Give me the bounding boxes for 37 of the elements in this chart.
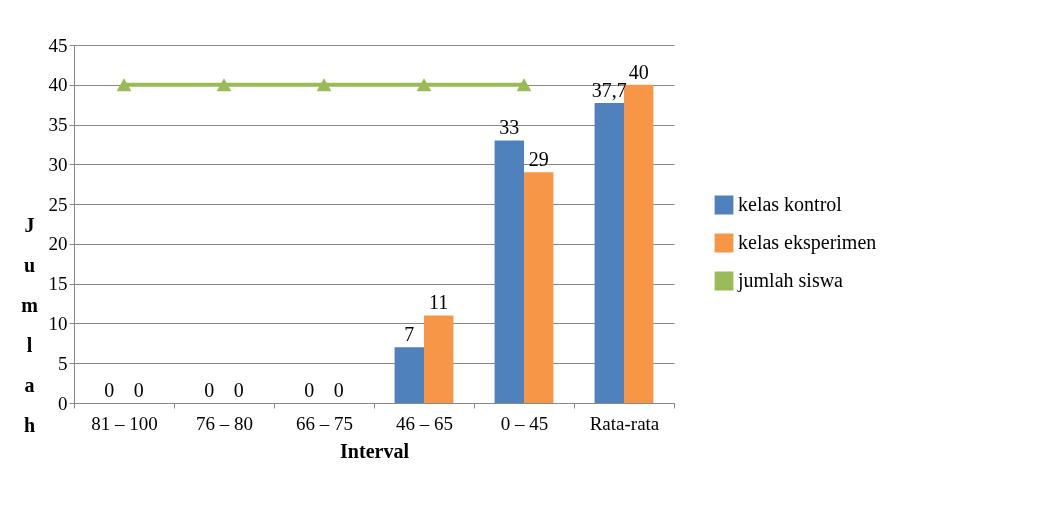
y-tick-label: 30 bbox=[48, 153, 68, 175]
x-tick-label: 81 – 100 bbox=[91, 412, 158, 434]
y-tick-label: 15 bbox=[48, 273, 68, 295]
data-label: 33 bbox=[499, 116, 520, 139]
bar bbox=[394, 347, 424, 403]
y-tick-label: 5 bbox=[58, 352, 68, 374]
y-tick-label: 20 bbox=[48, 233, 68, 255]
legend-label: kelas eksperimen bbox=[738, 231, 877, 254]
data-label: 0 bbox=[333, 379, 344, 401]
data-label: 11 bbox=[429, 291, 449, 314]
y-tick-label: 35 bbox=[48, 114, 68, 136]
y-tick-label: 0 bbox=[58, 392, 68, 414]
legend-label: jumlah siswa bbox=[737, 269, 844, 292]
x-tick-label: 0 – 45 bbox=[500, 412, 549, 434]
y-tick-label: 10 bbox=[48, 312, 68, 334]
bar bbox=[494, 140, 524, 403]
data-label: 0 bbox=[133, 379, 144, 401]
data-label: 7 bbox=[404, 323, 415, 346]
x-tick-label: 66 – 75 bbox=[296, 412, 353, 434]
x-tick-label: 76 – 80 bbox=[196, 412, 253, 434]
data-label: 0 bbox=[304, 379, 315, 401]
bar bbox=[594, 103, 624, 403]
y-tick-label: 40 bbox=[48, 74, 68, 96]
data-label: 40 bbox=[628, 60, 649, 83]
x-tick-label: 46 – 65 bbox=[396, 412, 453, 434]
y-tick-label: 25 bbox=[48, 193, 68, 215]
data-label: 0 bbox=[204, 379, 215, 401]
bar bbox=[424, 315, 454, 403]
x-tick-label: Rata-rata bbox=[589, 412, 660, 434]
y-tick-label: 45 bbox=[48, 34, 68, 56]
y-axis-title: Jumlah bbox=[21, 213, 39, 436]
data-label: 29 bbox=[528, 148, 549, 171]
data-label: 0 bbox=[104, 379, 115, 401]
data-label: 0 bbox=[233, 379, 244, 401]
x-axis-title: Interval bbox=[340, 439, 410, 462]
bar bbox=[524, 172, 554, 403]
legend-label: kelas kontrol bbox=[738, 193, 843, 215]
